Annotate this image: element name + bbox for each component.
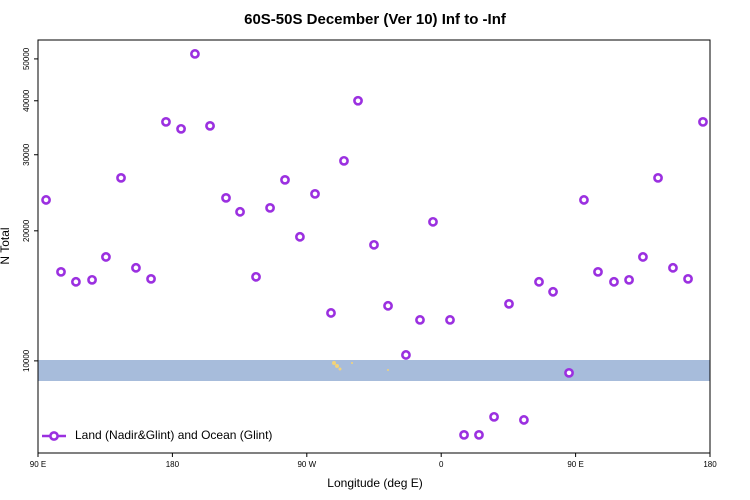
y-tick-label: 50000 bbox=[22, 47, 31, 70]
point bbox=[445, 315, 455, 325]
x-tick-label: 180 bbox=[166, 460, 180, 469]
x-tick-label: 180 bbox=[703, 460, 717, 469]
point bbox=[190, 49, 200, 59]
point bbox=[653, 172, 663, 183]
point bbox=[146, 273, 156, 284]
land-speckles bbox=[332, 361, 389, 371]
point bbox=[474, 429, 484, 440]
x-axis-label: Longitude (deg E) bbox=[327, 476, 422, 490]
point bbox=[624, 274, 634, 285]
legend-marker bbox=[49, 431, 59, 441]
point bbox=[310, 188, 320, 199]
point bbox=[235, 206, 245, 217]
point bbox=[668, 262, 678, 273]
point bbox=[161, 116, 171, 127]
y-tick-label: 10000 bbox=[22, 349, 31, 372]
x-tick-label: 90 E bbox=[30, 460, 46, 469]
point bbox=[369, 239, 379, 250]
point bbox=[265, 202, 275, 213]
point bbox=[415, 315, 425, 325]
point bbox=[116, 172, 126, 183]
point bbox=[101, 252, 111, 262]
point bbox=[519, 415, 529, 425]
point bbox=[326, 308, 336, 318]
point bbox=[428, 216, 438, 227]
chart-title: 60S-50S December (Ver 10) Inf to -Inf bbox=[244, 11, 507, 28]
point bbox=[251, 271, 261, 282]
point bbox=[131, 262, 141, 273]
point bbox=[548, 286, 558, 297]
point bbox=[683, 273, 693, 284]
point bbox=[71, 276, 81, 287]
x-tick-label: 0 bbox=[439, 460, 444, 469]
point bbox=[295, 231, 305, 242]
point bbox=[489, 411, 499, 422]
point bbox=[353, 95, 363, 106]
point bbox=[534, 276, 544, 287]
point bbox=[339, 155, 349, 166]
y-tick-label: 30000 bbox=[22, 143, 31, 166]
point bbox=[593, 266, 603, 277]
point bbox=[280, 174, 290, 185]
point bbox=[459, 429, 469, 440]
point bbox=[504, 298, 514, 309]
point bbox=[401, 350, 411, 360]
land-band bbox=[38, 360, 710, 381]
y-tick-label: 20000 bbox=[22, 219, 31, 242]
point bbox=[609, 276, 619, 287]
point bbox=[205, 120, 215, 131]
plot-frame bbox=[37, 39, 711, 454]
point bbox=[383, 300, 393, 311]
point bbox=[176, 123, 186, 134]
point bbox=[221, 192, 231, 203]
point bbox=[87, 274, 97, 285]
point bbox=[56, 266, 66, 277]
point bbox=[564, 367, 574, 378]
point bbox=[579, 195, 589, 205]
point bbox=[638, 252, 648, 262]
legend-label: Land (Nadir&Glint) and Ocean (Glint) bbox=[75, 428, 272, 442]
y-axis-label: N Total bbox=[0, 227, 12, 264]
point bbox=[41, 195, 51, 205]
point bbox=[698, 116, 708, 127]
y-tick-label: 40000 bbox=[22, 89, 31, 112]
x-tick-label: 90 W bbox=[297, 460, 316, 469]
x-tick-label: 90 E bbox=[567, 460, 583, 469]
